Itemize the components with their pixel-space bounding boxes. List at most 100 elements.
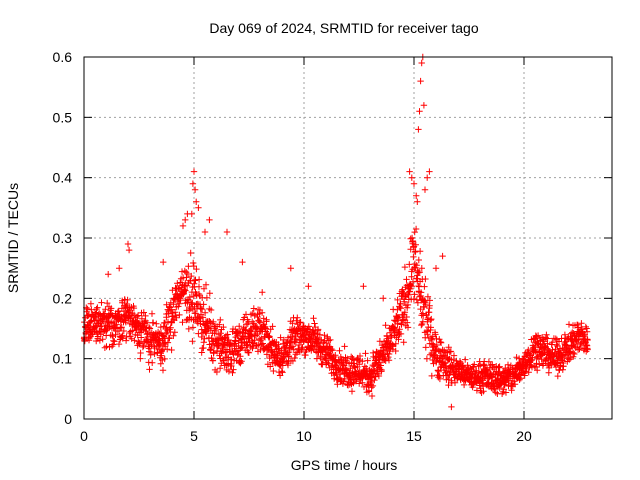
data-point bbox=[212, 327, 220, 335]
data-point bbox=[220, 357, 228, 364]
data-point bbox=[397, 305, 404, 312]
data-point bbox=[202, 328, 209, 336]
data-point bbox=[396, 326, 403, 333]
data-point bbox=[475, 363, 482, 370]
data-point bbox=[439, 346, 446, 353]
data-point bbox=[313, 355, 321, 362]
data-point bbox=[237, 353, 244, 360]
data-point bbox=[146, 325, 154, 332]
data-point bbox=[185, 263, 192, 270]
data-point bbox=[403, 276, 410, 283]
data-point bbox=[426, 304, 433, 312]
data-point bbox=[549, 339, 556, 346]
data-point bbox=[159, 367, 167, 374]
data-point bbox=[156, 342, 164, 349]
data-point bbox=[223, 228, 231, 236]
data-point bbox=[182, 287, 189, 294]
data-point bbox=[189, 180, 197, 187]
data-point bbox=[483, 366, 491, 373]
data-point bbox=[421, 297, 428, 304]
data-point bbox=[450, 352, 458, 359]
data-point bbox=[324, 333, 331, 340]
data-point bbox=[108, 305, 115, 312]
data-point bbox=[263, 316, 270, 323]
data-point bbox=[427, 324, 434, 331]
data-point bbox=[285, 352, 293, 360]
data-point bbox=[328, 345, 335, 353]
data-point bbox=[584, 336, 591, 344]
data-point bbox=[173, 314, 180, 321]
data-point bbox=[583, 341, 590, 349]
data-point bbox=[422, 275, 429, 283]
data-point bbox=[404, 301, 412, 309]
data-point bbox=[150, 319, 157, 326]
data-point bbox=[133, 313, 141, 320]
data-point bbox=[228, 362, 235, 370]
data-point bbox=[294, 314, 301, 321]
data-point bbox=[216, 321, 223, 328]
data-point bbox=[182, 216, 189, 224]
data-point bbox=[533, 360, 540, 367]
data-point bbox=[120, 308, 128, 315]
data-point bbox=[448, 403, 455, 411]
data-point bbox=[210, 318, 217, 326]
data-point bbox=[153, 320, 160, 327]
data-point bbox=[365, 387, 373, 394]
data-point bbox=[297, 326, 305, 334]
data-point bbox=[496, 363, 503, 370]
data-point bbox=[321, 332, 328, 339]
data-point bbox=[195, 204, 202, 211]
data-point bbox=[435, 368, 442, 375]
data-point bbox=[140, 309, 147, 316]
data-point bbox=[395, 336, 402, 343]
data-point bbox=[203, 294, 211, 301]
data-point bbox=[192, 310, 199, 317]
data-point bbox=[380, 295, 387, 302]
data-point bbox=[98, 299, 105, 306]
data-point bbox=[168, 306, 175, 313]
y-tick-label: 0.3 bbox=[53, 230, 73, 246]
data-point bbox=[410, 180, 418, 187]
data-point bbox=[181, 267, 188, 275]
data-point bbox=[394, 296, 401, 304]
data-point bbox=[445, 344, 452, 351]
data-point bbox=[148, 341, 155, 348]
data-point bbox=[329, 347, 336, 354]
data-point bbox=[239, 258, 246, 266]
data-point bbox=[207, 306, 215, 314]
data-point bbox=[84, 305, 91, 313]
data-point bbox=[267, 363, 274, 370]
data-point bbox=[230, 366, 237, 373]
data-point bbox=[248, 330, 255, 338]
data-point bbox=[183, 274, 190, 281]
data-point bbox=[105, 271, 112, 278]
data-point bbox=[344, 355, 351, 362]
data-point bbox=[118, 324, 125, 331]
data-point bbox=[566, 356, 573, 363]
data-point bbox=[371, 376, 378, 384]
data-point bbox=[238, 358, 245, 365]
data-point bbox=[397, 330, 405, 338]
data-point bbox=[93, 305, 100, 313]
data-point bbox=[525, 369, 532, 376]
data-point bbox=[392, 347, 399, 355]
data-point bbox=[376, 359, 383, 366]
data-point bbox=[582, 323, 589, 331]
data-point bbox=[222, 332, 230, 340]
data-point bbox=[201, 228, 209, 236]
data-point bbox=[578, 320, 585, 327]
data-point bbox=[260, 315, 267, 322]
data-point bbox=[561, 341, 569, 348]
data-point bbox=[492, 389, 499, 396]
data-point bbox=[445, 381, 452, 389]
data-point bbox=[178, 268, 186, 275]
data-point bbox=[314, 327, 322, 334]
data-point bbox=[198, 305, 206, 313]
data-point bbox=[186, 293, 193, 301]
data-point bbox=[170, 301, 177, 308]
data-point bbox=[437, 338, 444, 346]
data-point bbox=[210, 349, 217, 356]
data-point bbox=[310, 329, 318, 337]
data-point bbox=[549, 346, 556, 353]
